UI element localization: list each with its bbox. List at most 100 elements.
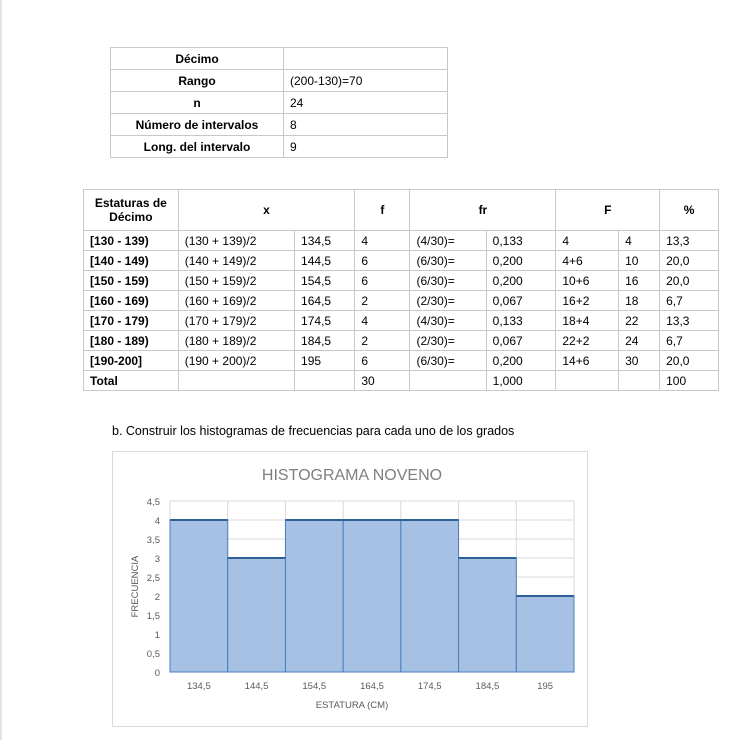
table-cell: 0,133: [485, 230, 557, 251]
table-row: [160 - 169) (160 + 169)/2 164,5 2 (2/30)= 0,0…: [83, 290, 719, 311]
summary-label: n: [110, 91, 284, 114]
x-tick-label: 174,5: [418, 681, 442, 692]
y-tick-label: 4,5: [147, 497, 160, 508]
table-cell: 6: [354, 350, 411, 371]
histogram-bar: [342, 519, 402, 673]
table-cell: [160 - 169): [83, 290, 179, 311]
table-cell: 30: [618, 350, 661, 371]
table-cell: 0,133: [485, 310, 557, 331]
frequency-table: Estaturas de Décimo x f fr F % [130 - 13…: [83, 189, 719, 391]
table-cell: 2: [354, 290, 411, 311]
table-cell: 30: [354, 370, 411, 391]
table-cell: (190 + 200)/2: [177, 350, 296, 371]
table-cell: 0,067: [485, 290, 557, 311]
table-cell: (6/30)=: [409, 250, 487, 271]
header-percent: %: [659, 189, 719, 231]
table-cell: 4: [354, 310, 411, 331]
header-x: x: [177, 189, 356, 231]
table-cell: 4: [618, 230, 661, 251]
table-cell: 6,7: [659, 330, 719, 351]
table-cell: 164,5: [294, 290, 356, 311]
table-cell: 0,200: [485, 250, 557, 271]
table-cell: (2/30)=: [409, 290, 487, 311]
table-row: [180 - 189) (180 + 189)/2 184,5 2 (2/30)= 0,0…: [83, 330, 719, 351]
table-cell: 134,5: [294, 230, 356, 251]
summary-label: Décimo: [110, 47, 284, 70]
x-tick-label: 134,5: [187, 681, 211, 692]
y-tick-label: 3,5: [147, 535, 160, 546]
table-cell: 13,3: [659, 310, 719, 331]
summary-value: 24: [283, 91, 448, 114]
summary-table: Décimo Rango (200-130)=70 n 24 Número de inte…: [110, 47, 448, 158]
y-tick-label: 1: [155, 630, 160, 641]
table-cell: 20,0: [659, 270, 719, 291]
table-cell: 16+2: [555, 290, 620, 311]
table-cell: 18: [618, 290, 661, 311]
x-tick-label: 184,5: [476, 681, 500, 692]
header-fr: fr: [409, 189, 557, 231]
table-cell: (150 + 159)/2: [177, 270, 296, 291]
summary-row: Long. del intervalo 9: [110, 135, 448, 158]
chart-title: HISTOGRAMA NOVENO: [262, 467, 442, 484]
table-cell: Total: [83, 370, 179, 391]
y-tick-label: 0,5: [147, 649, 160, 660]
histogram-chart: HISTOGRAMA NOVENO 0 0,5 1 1,5 2 2,5 3 3,5 4 4,5 134…: [112, 451, 588, 727]
table-cell: 2: [354, 330, 411, 351]
table-cell: 14+6: [555, 350, 620, 371]
y-tick-label: 4: [155, 516, 160, 527]
table-cell: (130 + 139)/2: [177, 230, 296, 251]
table-cell: 18+4: [555, 310, 620, 331]
table-cell: 10+6: [555, 270, 620, 291]
table-cell: 1,000: [485, 370, 557, 391]
table-cell: 6,7: [659, 290, 719, 311]
histogram-bar: [169, 519, 229, 673]
table-cell: 174,5: [294, 310, 356, 331]
table-cell: [150 - 159): [83, 270, 179, 291]
histogram-bar: [458, 557, 517, 673]
y-tick-label: 2,5: [147, 573, 160, 584]
y-tick-label: 0: [155, 668, 160, 679]
table-cell: (4/30)=: [409, 310, 487, 331]
table-cell: 184,5: [294, 330, 356, 351]
header-row: Estaturas de Décimo x f fr F %: [83, 189, 719, 231]
table-cell: (180 + 189)/2: [177, 330, 296, 351]
table-cell: [294, 370, 356, 391]
table-cell: [618, 370, 661, 391]
table-cell: 6: [354, 250, 411, 271]
x-axis-label: ESTATURA (CM): [316, 700, 388, 711]
table-cell: [409, 370, 487, 391]
summary-row: Rango (200-130)=70: [110, 69, 448, 92]
table-cell: 6: [354, 270, 411, 291]
table-row: [130 - 139) (130 + 139)/2 134,5 4 (4/30)= 0,1…: [83, 230, 719, 251]
summary-label: Rango: [110, 69, 284, 92]
table-cell: 0,067: [485, 330, 557, 351]
summary-value: 8: [283, 113, 448, 136]
table-cell: 4: [354, 230, 411, 251]
histogram-svg: HISTOGRAMA NOVENO 0 0,5 1 1,5 2 2,5 3 3,5 4 4,5 134…: [130, 467, 575, 711]
histogram-bar: [227, 557, 286, 673]
table-cell: [170 - 179): [83, 310, 179, 331]
y-axis-label: FRECUENCIA: [130, 555, 141, 617]
table-row: [170 - 179) (170 + 179)/2 174,5 4 (4/30)= 0,1…: [83, 310, 719, 331]
table-cell: 0,200: [485, 270, 557, 291]
table-cell: 22+2: [555, 330, 620, 351]
summary-label: Número de intervalos: [110, 113, 284, 136]
summary-row: n 24: [110, 91, 448, 114]
table-cell: (170 + 179)/2: [177, 310, 296, 331]
table-cell: 195: [294, 350, 356, 371]
header-f: f: [354, 189, 411, 231]
table-cell: (4/30)=: [409, 230, 487, 251]
table-cell: [555, 370, 620, 391]
table-cell: [130 - 139): [83, 230, 179, 251]
table-cell: 24: [618, 330, 661, 351]
x-tick-label: 144,5: [245, 681, 269, 692]
table-cell: 144,5: [294, 250, 356, 271]
summary-row: Número de intervalos 8: [110, 113, 448, 136]
histogram-bar: [515, 595, 575, 673]
histogram-bar: [400, 519, 460, 673]
y-tick-label: 3: [155, 554, 160, 565]
table-cell: (140 + 149)/2: [177, 250, 296, 271]
table-cell: 20,0: [659, 350, 719, 371]
table-row: [190-200] (190 + 200)/2 195 6 (6/30)= 0,200 14…: [83, 350, 719, 371]
summary-value: [283, 47, 448, 70]
